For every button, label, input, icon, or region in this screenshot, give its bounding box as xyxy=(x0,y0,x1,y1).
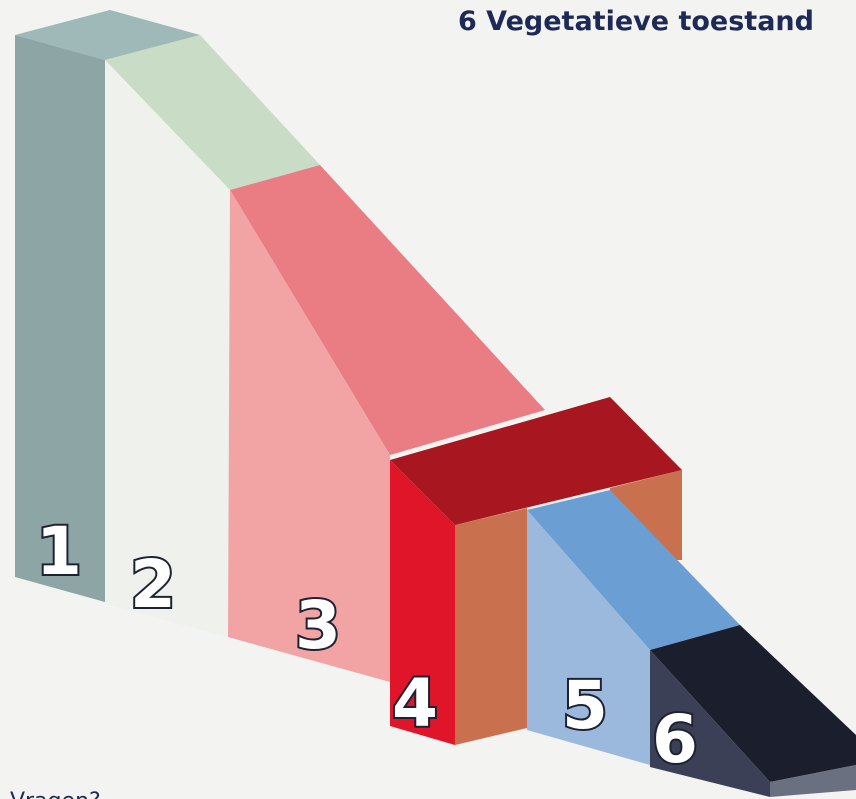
block-label: 1 xyxy=(36,513,82,590)
footer-text: Vragen? xyxy=(10,789,101,799)
block-label: 3 xyxy=(295,587,341,664)
title: 6 Vegetatieve toestand xyxy=(458,6,814,37)
diagram: 6 Vegetatieve toestand 1 2 3 4 5 6 Vrage… xyxy=(0,0,856,799)
page: 6 Vegetatieve toestand 1 2 3 4 5 6 Vrage… xyxy=(0,0,856,799)
block-label: 2 xyxy=(130,546,176,623)
block-label: 4 xyxy=(392,665,438,742)
block-side xyxy=(455,508,527,745)
block-label: 5 xyxy=(562,667,608,744)
block-label: 6 xyxy=(652,701,698,778)
